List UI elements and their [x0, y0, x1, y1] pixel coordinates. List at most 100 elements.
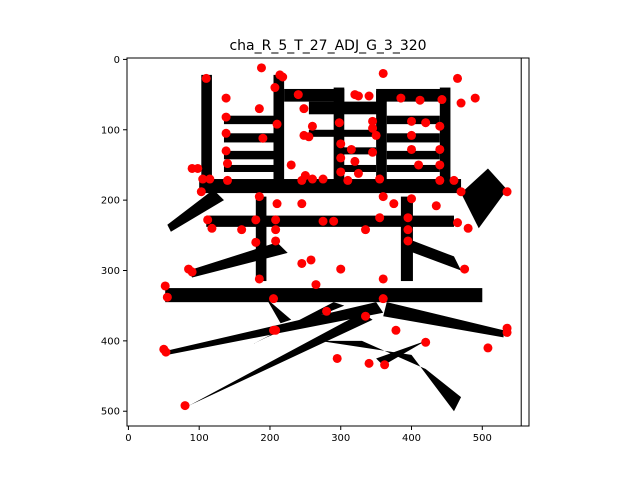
scatter-point [456, 98, 466, 108]
scatter-point [391, 325, 401, 335]
scatter-point [336, 139, 346, 149]
glyph-stroke [255, 196, 267, 282]
scatter-point [403, 213, 413, 223]
glyph-stroke [461, 168, 508, 229]
scatter-point [256, 63, 266, 73]
scatter-point [332, 353, 342, 363]
glyph-stroke [376, 88, 447, 102]
glyph-stroke [223, 164, 278, 172]
scatter-point [502, 187, 512, 197]
scatter-point [403, 236, 413, 246]
scatter-point [375, 174, 385, 184]
y-tick-label: 400 [101, 336, 120, 347]
scatter-point [272, 199, 282, 209]
scatter-point [364, 91, 374, 101]
scatter-point [251, 215, 261, 225]
scatter-point [350, 156, 360, 166]
scatter-point [221, 112, 231, 122]
scatter-point [368, 123, 378, 133]
scatter-point [336, 153, 346, 163]
scatter-point [322, 306, 332, 316]
scatter-point [160, 281, 170, 291]
scatter-point [353, 168, 363, 178]
glyph-stroke [199, 179, 462, 194]
scatter-point [460, 264, 470, 274]
scatter-point [271, 215, 281, 225]
scatter-point [378, 68, 388, 78]
y-tick-label: 0 [114, 55, 120, 66]
glyph-stroke [319, 340, 462, 412]
glyph-stroke [308, 101, 380, 115]
scatter-point [272, 119, 282, 129]
x-tick-label: 300 [331, 433, 350, 444]
scatter-point [463, 223, 473, 233]
scatter-point [361, 225, 371, 235]
scatter-point [364, 358, 374, 368]
scatter-point [368, 116, 378, 126]
scatter-point [297, 175, 307, 185]
scatter-points [159, 63, 512, 411]
scatter-point [258, 133, 268, 143]
scatter-point [343, 175, 353, 185]
scatter-point [435, 144, 445, 154]
glyph-stroke [404, 238, 462, 271]
scatter-point [368, 147, 378, 157]
scatter-point [403, 225, 413, 235]
scatter-point [336, 264, 346, 274]
glyph-stroke [376, 91, 387, 187]
scatter-point [415, 95, 425, 105]
scatter-point [271, 236, 281, 246]
axes-frame [126, 57, 530, 427]
scatter-point [375, 213, 385, 223]
glyph-stroke [340, 147, 377, 155]
scatter-point [187, 267, 197, 277]
scatter-point [269, 294, 279, 304]
scatter-point [198, 174, 208, 184]
x-tick-label: 500 [473, 433, 492, 444]
scatter-point [297, 199, 307, 209]
scatter-point [237, 225, 247, 235]
y-tick-label: 300 [101, 266, 120, 277]
scatter-point [180, 401, 190, 411]
glyph-stroke [185, 312, 373, 408]
scatter-point [353, 91, 363, 101]
scatter-point [297, 258, 307, 268]
scatter-point [389, 199, 399, 209]
x-tick-label: 200 [260, 433, 279, 444]
scatter-point [203, 215, 213, 225]
scatter-point [378, 274, 388, 284]
y-tick-label: 100 [101, 125, 120, 136]
glyph-stroke [223, 115, 278, 125]
scatter-point [278, 72, 288, 82]
scatter-point [223, 175, 232, 185]
scatter-point [453, 218, 463, 228]
x-axis-ticks: 0 100 200 300 400 500 [125, 426, 492, 444]
scatter-point [318, 216, 328, 226]
scatter-point [318, 174, 328, 184]
glyph-stroke [308, 129, 380, 137]
scatter-point [271, 225, 281, 235]
scatter-point [271, 325, 281, 335]
chart-title: cha_R_5_T_27_ADJ_G_3_320 [229, 38, 426, 54]
scatter-point [221, 128, 231, 138]
glyph-stroke [266, 298, 292, 324]
scatter-point [221, 146, 231, 156]
scatter-point [162, 292, 172, 302]
scatter-point [449, 175, 459, 185]
scatter-point [270, 83, 280, 93]
scatter-point [286, 160, 296, 170]
scatter-point [407, 194, 417, 204]
scatter-point [378, 192, 388, 202]
scatter-point [470, 93, 480, 103]
scatter-point [407, 130, 417, 140]
scatter-point [207, 223, 217, 233]
scatter-point [453, 73, 463, 83]
plot-area [127, 58, 529, 426]
scatter-point [254, 104, 264, 114]
scatter-point [435, 160, 445, 170]
scatter-point [336, 167, 346, 177]
scatter-point [329, 216, 339, 226]
glyph-stroke [439, 87, 451, 190]
scatter-point [414, 160, 424, 170]
